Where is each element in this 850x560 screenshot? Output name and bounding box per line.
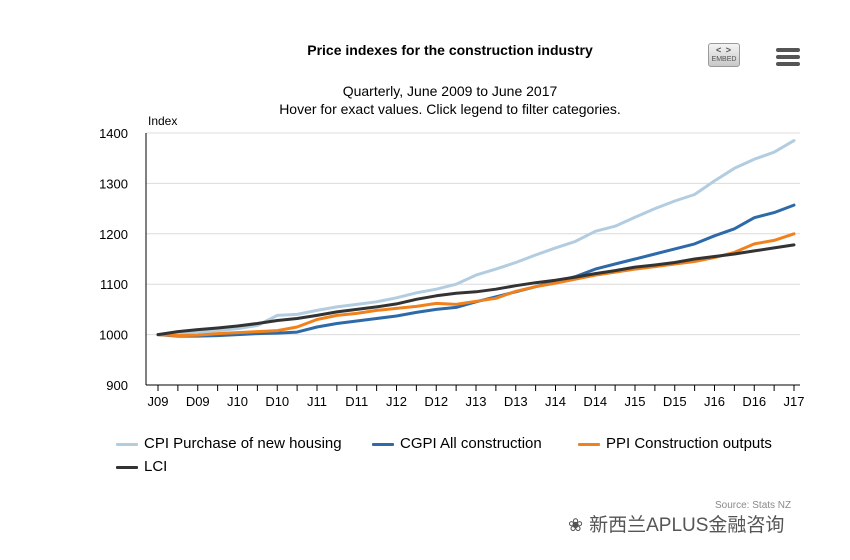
x-tick-label: D09	[186, 394, 210, 409]
series-line-cgpi-all-construction	[156, 203, 796, 338]
x-tick-label: J15	[625, 394, 646, 409]
y-tick-label: 1000	[99, 328, 128, 343]
x-tick-label: J14	[545, 394, 566, 409]
x-tick-label: D10	[265, 394, 289, 409]
x-tick-label: J13	[466, 394, 487, 409]
y-tick-label: 1100	[100, 277, 128, 292]
x-tick-label: J10	[227, 394, 248, 409]
chart-subtitle-period: Quarterly, June 2009 to June 2017	[342, 83, 558, 99]
wechat-icon: ❀	[568, 515, 584, 535]
legend-swatch	[116, 442, 138, 446]
embed-code-icon: < >	[715, 45, 732, 55]
chart-title: Price indexes for the construction indus…	[307, 42, 593, 58]
legend-label: PPI Construction outputs	[606, 435, 772, 452]
x-tick-label: J12	[386, 394, 407, 409]
legend-swatch	[116, 465, 138, 469]
legend-label: CGPI All construction	[400, 435, 542, 452]
x-tick-label: J09	[148, 394, 169, 409]
legend-item-ppi-construction-outputs[interactable]: PPI Construction outputs	[578, 435, 772, 452]
hamburger-menu-icon[interactable]	[776, 48, 800, 68]
y-axis-label: Index	[148, 114, 177, 128]
source-credit: Source: Stats NZ	[715, 500, 792, 511]
watermark-text: 新西兰APLUS金融咨询	[589, 515, 785, 536]
series-line-cpi-purchase-of-new-housing	[156, 139, 796, 337]
legend-item-lci[interactable]: LCI	[116, 458, 167, 475]
legend-label: CPI Purchase of new housing	[144, 435, 342, 452]
watermark: ❀ 新西兰APLUS金融咨询	[568, 510, 784, 537]
x-tick-label: D11	[345, 394, 368, 409]
legend-item-cpi-purchase-of-new-housing[interactable]: CPI Purchase of new housing	[116, 435, 342, 452]
x-tick-label: D13	[504, 394, 528, 409]
x-tick-label: D12	[424, 394, 448, 409]
embed-button[interactable]: < > EMBED	[708, 43, 740, 67]
legend-swatch	[578, 442, 600, 446]
embed-label: EMBED	[711, 56, 737, 63]
x-tick-label: J11	[307, 394, 327, 409]
y-tick-label: 1400	[99, 126, 128, 141]
x-tick-label: D15	[663, 394, 687, 409]
x-tick-label: D16	[742, 394, 766, 409]
x-tick-label: J17	[784, 394, 805, 409]
x-tick-label: J16	[704, 394, 725, 409]
y-tick-label: 900	[106, 378, 128, 393]
y-tick-label: 1300	[99, 176, 128, 191]
series-line-lci	[156, 243, 796, 337]
y-tick-label: 1200	[99, 227, 128, 242]
legend-item-cgpi-all-construction[interactable]: CGPI All construction	[372, 435, 542, 452]
legend-swatch	[372, 442, 394, 446]
series-line-ppi-construction-outputs	[156, 232, 796, 338]
x-tick-label: D14	[583, 394, 607, 409]
legend-label: LCI	[144, 458, 168, 475]
chart-subtitle-hint: Hover for exact values. Click legend to …	[279, 101, 621, 117]
